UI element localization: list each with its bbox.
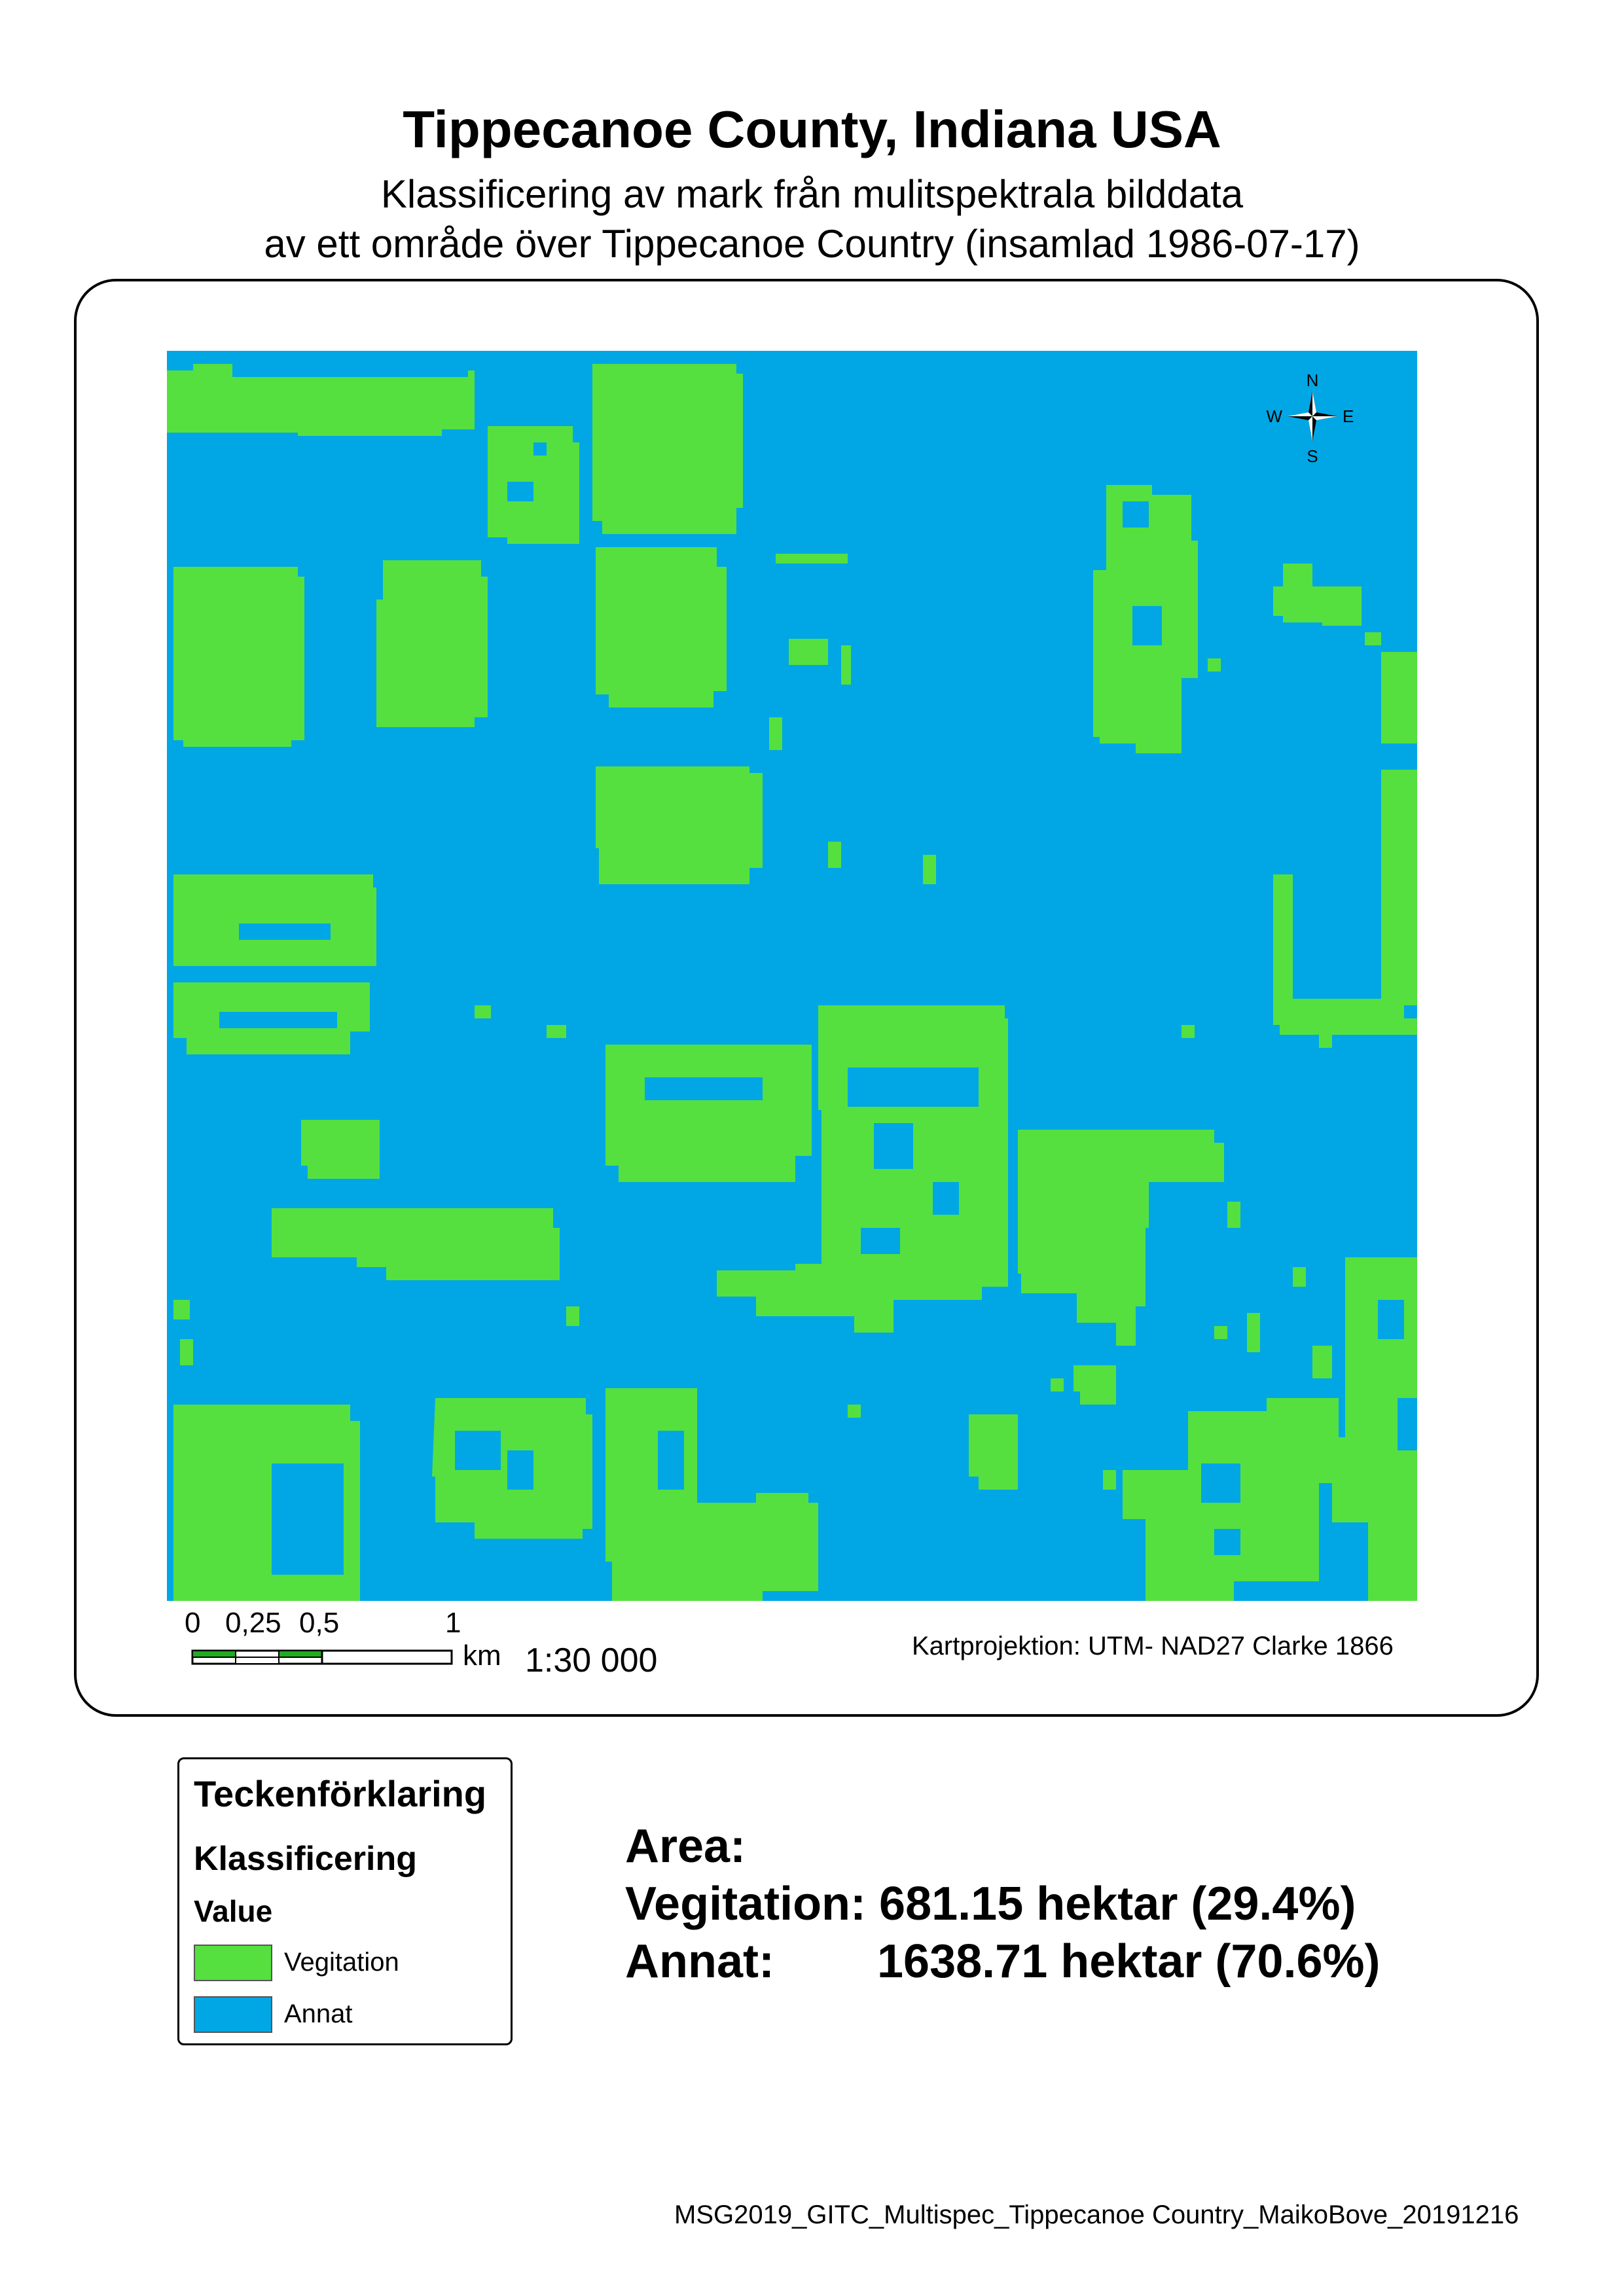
scale-bar [191, 1649, 453, 1665]
legend-title: Teckenförklaring [194, 1773, 487, 1814]
scale-unit: km [463, 1640, 501, 1672]
east-label: E [1343, 406, 1354, 426]
scale-tick-05: 0,5 [299, 1607, 340, 1639]
area-other-value: 1638.71 hektar (70.6%) [877, 1935, 1380, 1988]
legend: Teckenförklaring Klassificering Value Ve… [177, 1757, 513, 2045]
south-label: S [1307, 446, 1318, 466]
area-heading: Area: [625, 1820, 746, 1873]
legend-swatch-vegetation [194, 1945, 272, 1981]
legend-swatch-other [194, 1996, 272, 2033]
footer-filename: MSG2019_GITC_Multispec_Tippecanoe Countr… [674, 2200, 1519, 2229]
other-holes [219, 442, 1417, 1575]
map-frame [74, 279, 1539, 1717]
north-label: N [1307, 370, 1319, 390]
legend-label-vegetation: Vegitation [284, 1948, 399, 1977]
projection-label: Kartprojektion: UTM- NAD27 Clarke 1866 [912, 1632, 1394, 1660]
scale-tick-025: 0,25 [225, 1607, 281, 1639]
vegetation-patches [167, 364, 1417, 1601]
legend-subtitle: Klassificering [194, 1840, 418, 1878]
legend-value-header: Value [194, 1894, 273, 1928]
map-title: Tippecanoe County, Indiana USA [403, 100, 1221, 158]
area-vegetation: Vegitation: 681.15 hektar (29.4%) [625, 1878, 1356, 1930]
map-subtitle-line2: av ett område över Tippecanoe Country (i… [264, 222, 1360, 266]
map-subtitle-line1: Klassificering av mark från mulitspektra… [380, 172, 1244, 216]
scale-tick-1: 1 [445, 1607, 461, 1639]
scale-tick-0: 0 [185, 1607, 201, 1639]
west-label: W [1266, 406, 1282, 426]
legend-label-other: Annat [284, 2000, 353, 2028]
area-other-label: Annat: [625, 1935, 774, 1988]
scale-ratio: 1:30 000 [525, 1641, 658, 1679]
compass-rose-icon: N E S W [1266, 370, 1354, 466]
classified-map: N E S W [167, 351, 1417, 1601]
